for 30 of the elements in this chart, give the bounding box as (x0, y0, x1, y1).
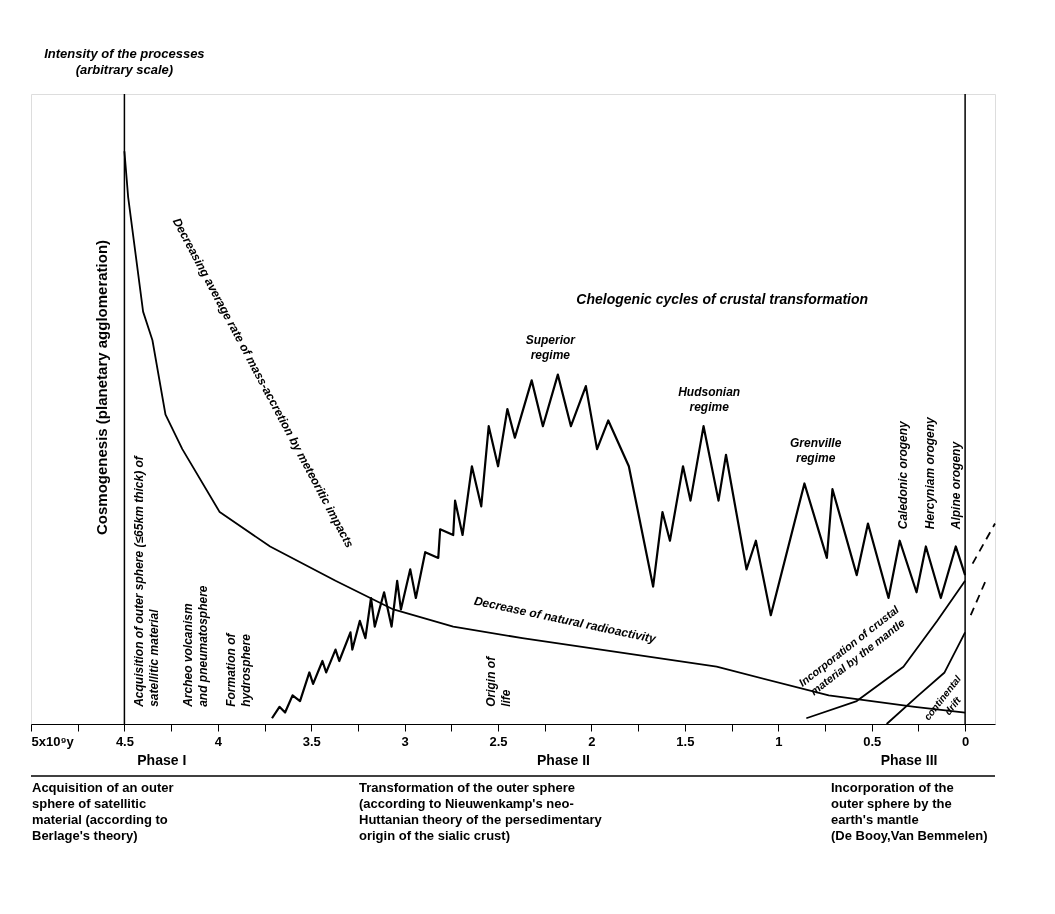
x-tick-label: 2.5 (489, 733, 508, 749)
x-tick-label: 1.5 (676, 733, 695, 749)
annotation: Chelogenic cycles of crustal transformation (576, 291, 869, 308)
x-tick-label: 5x10⁹y (31, 733, 75, 749)
annotation: Hudsonian regime (678, 384, 741, 414)
x-tick-label: 4.5 (115, 733, 134, 749)
annotation: Alpine orogeny (948, 440, 963, 531)
x-tick-label: 0.5 (863, 733, 882, 749)
annotation: Superior regime (525, 333, 577, 363)
annotation: Hercyniam orogeny (922, 415, 937, 530)
annotation: Archeo volcanism and pneumatosphere (180, 585, 210, 708)
annotation: Acquisition of outer sphere (≤65km thick) of satellitic material (132, 455, 162, 708)
annotation: Cosmogenesis (planetary agglomeration) (92, 239, 110, 535)
text: Phase III (880, 752, 938, 768)
x-tick-label: 0 (961, 733, 970, 749)
x-tick-label: 3.5 (302, 733, 321, 749)
annotation: Origin of life (483, 655, 513, 707)
text: Phase I (137, 752, 187, 768)
text: Acquisition of an outer sphere of satellitic material (according to Berlage's theory) (32, 780, 174, 843)
text: Phase II (536, 752, 590, 768)
text: Incorporation of the outer sphere by the earth's mantle (De Booy,Van Bemmelen) (831, 780, 988, 843)
text: Intensity of the processes (arbitrary scale) (44, 46, 205, 77)
x-tick-label: 2 (588, 733, 596, 749)
annotation: Caledonic orogeny (896, 419, 911, 530)
x-tick-label: 3 (401, 733, 409, 749)
annotation: Formation of hydrosphere (223, 632, 253, 707)
annotation: Grenville regime (789, 436, 842, 466)
x-tick-label: 1 (775, 733, 783, 749)
text: Transformation of the outer sphere (according to Nieuwenkamp's neo- Huttanian theory of the persedimentary origin of the sialic crust) (359, 780, 603, 843)
x-tick-label: 4 (214, 733, 223, 749)
